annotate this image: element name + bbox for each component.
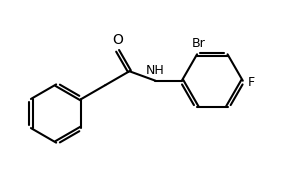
Text: O: O [112,33,123,47]
Text: Br: Br [191,37,205,50]
Text: NH: NH [146,64,165,77]
Text: F: F [248,76,255,89]
